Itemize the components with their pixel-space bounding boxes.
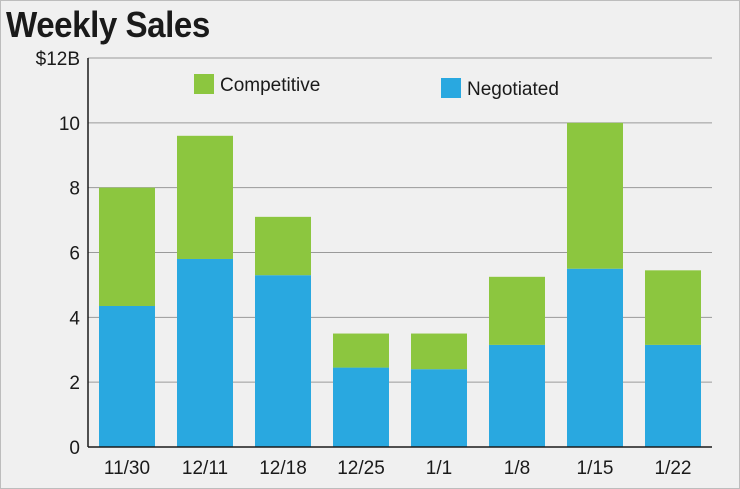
x-tick-label: 12/18 bbox=[259, 458, 307, 479]
x-tick-label: 12/11 bbox=[182, 458, 228, 479]
legend-swatch-negotiated bbox=[441, 78, 461, 98]
y-tick-label: 0 bbox=[69, 438, 80, 459]
bar-competitive-1-15 bbox=[567, 122, 623, 269]
y-tick-label: 4 bbox=[69, 308, 80, 329]
bar-negotiated-12-18 bbox=[255, 275, 311, 447]
bar-competitive-1-1 bbox=[411, 333, 467, 370]
bar-competitive-12-18 bbox=[255, 216, 311, 276]
bars bbox=[99, 122, 701, 447]
y-tick-label: 8 bbox=[69, 179, 80, 200]
legend-label-negotiated: Negotiated bbox=[467, 79, 559, 100]
bar-competitive-12-25 bbox=[333, 333, 389, 368]
y-tick-label: $12B bbox=[36, 49, 80, 70]
x-tick-label: 11/30 bbox=[104, 458, 150, 479]
bar-competitive-12-11 bbox=[177, 135, 233, 259]
x-tick-label: 1/22 bbox=[655, 458, 692, 479]
chart-title: Weekly Sales bbox=[6, 4, 210, 45]
y-tick-labels: 0 2 4 6 8 10 $12B bbox=[36, 49, 81, 459]
x-tick-label: 1/1 bbox=[426, 458, 452, 479]
y-tick-label: 2 bbox=[69, 373, 80, 394]
bar-negotiated-12-25 bbox=[333, 367, 389, 447]
x-tick-label: 1/15 bbox=[577, 458, 614, 479]
bar-competitive-11-30 bbox=[99, 187, 155, 306]
legend: Competitive Negotiated bbox=[194, 74, 559, 100]
bar-negotiated-1-1 bbox=[411, 369, 467, 447]
y-tick-label: 6 bbox=[69, 244, 80, 265]
bar-competitive-1-22 bbox=[645, 270, 701, 345]
x-tick-labels: 11/30 12/11 12/18 12/25 1/1 1/8 1/15 1/22 bbox=[104, 458, 692, 479]
x-tick-label: 1/8 bbox=[504, 458, 530, 479]
bar-negotiated-1-15 bbox=[567, 268, 623, 447]
bar-negotiated-12-11 bbox=[177, 258, 233, 447]
bar-negotiated-11-30 bbox=[99, 305, 155, 447]
axes bbox=[87, 58, 712, 448]
bar-negotiated-1-22 bbox=[645, 344, 701, 447]
bar-competitive-1-8 bbox=[489, 276, 545, 345]
y-tick-label: 10 bbox=[59, 114, 80, 135]
legend-swatch-competitive bbox=[194, 74, 214, 94]
legend-label-competitive: Competitive bbox=[220, 75, 320, 96]
x-tick-label: 12/25 bbox=[337, 458, 385, 479]
bar-negotiated-1-8 bbox=[489, 344, 545, 447]
